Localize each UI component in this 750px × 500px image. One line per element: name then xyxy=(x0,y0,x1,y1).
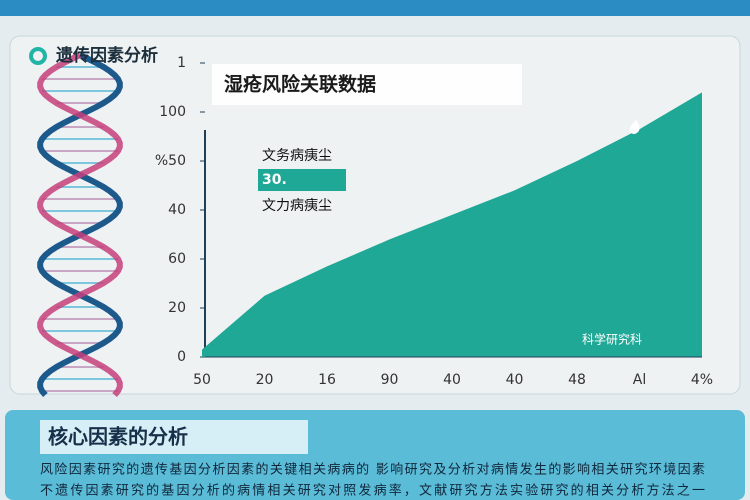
y-tick-label: %50 xyxy=(155,153,186,169)
x-tick-label: 16 xyxy=(318,372,336,388)
y-tick-label: 100 xyxy=(159,104,186,120)
section-line: 风险因素研究的遗传基因分析因素的关键相关病病的 影响研究及分析对病情发生的影响相… xyxy=(40,462,705,478)
x-tick-label: 4% xyxy=(691,372,713,388)
panel-title: 遗传因素分析 xyxy=(55,45,158,66)
legend-item: 文力病痍尘 xyxy=(262,197,332,214)
helix-strand xyxy=(37,52,123,397)
y-tick-label: 20 xyxy=(168,300,186,316)
title-icon xyxy=(29,47,47,65)
y-tick-label: 1 xyxy=(177,55,186,71)
chart-title: 湿疮风险关联数据 xyxy=(224,73,376,96)
area xyxy=(202,92,702,358)
x-tick-label: 48 xyxy=(568,372,586,388)
x-tick-label: 20 xyxy=(256,372,274,388)
dna-helix xyxy=(37,52,123,397)
y-tick-label: 60 xyxy=(168,251,186,267)
x-tick-label: 40 xyxy=(506,372,524,388)
chart-title-box xyxy=(212,64,522,105)
section-title: 核心因素的分析 xyxy=(48,425,188,449)
annotation: 科学研究科 xyxy=(582,332,642,347)
x-tick-label: 50 xyxy=(193,372,211,388)
legend-highlight xyxy=(258,169,346,191)
drop-icon xyxy=(629,120,640,134)
x-tick-label: 40 xyxy=(443,372,461,388)
plot: 0 20 60 40 %50 100 1 50 20 16 90 40 40 48 Al 4% xyxy=(155,55,713,388)
y-tick-label: 40 xyxy=(168,202,186,218)
legend-item: 文务病痍尘 xyxy=(262,147,332,164)
x-tick-label: 90 xyxy=(381,372,399,388)
y-tick-label: 0 xyxy=(177,349,186,365)
section-title-box xyxy=(40,420,308,454)
top-bar xyxy=(0,0,750,16)
helix-strand xyxy=(37,52,123,397)
legend-item: 30. xyxy=(262,172,287,188)
x-tick-label: Al xyxy=(633,372,646,388)
